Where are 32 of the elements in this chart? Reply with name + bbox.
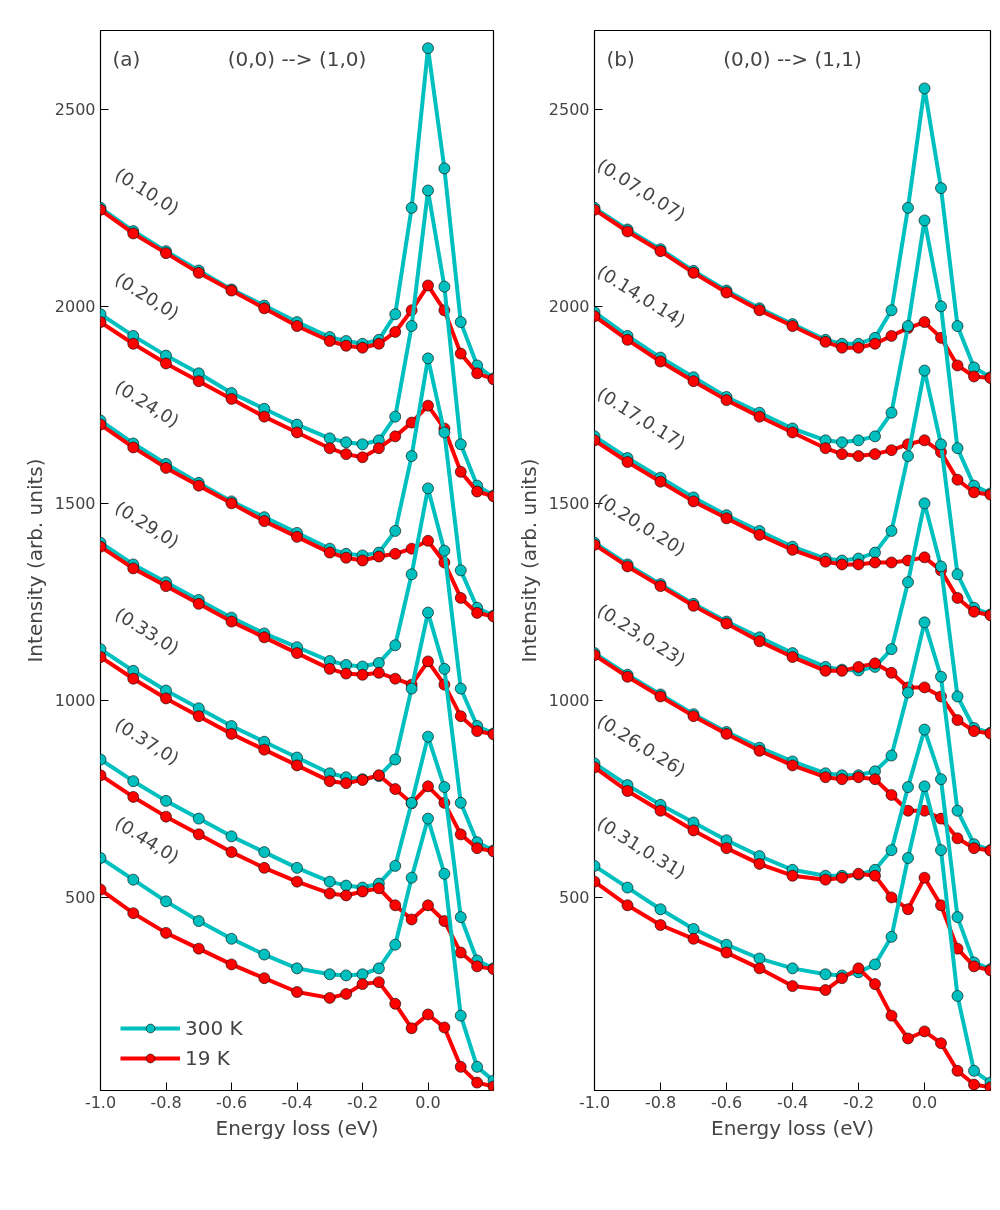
y-axis-title: Intensity (arb. units) — [22, 458, 47, 663]
y-tick-label: 1000 — [548, 691, 590, 711]
text: (0,0) --> (1,1) — [723, 46, 862, 71]
x-tick-label: -0.8 — [644, 1092, 677, 1112]
annotation: (a) — [112, 46, 141, 71]
y-tick-label: 1000 — [54, 691, 96, 711]
y-tick-label: 500 — [558, 888, 590, 908]
y-tick-label: 2500 — [548, 100, 590, 120]
x-tick-label: -1.0 — [578, 1092, 611, 1112]
y-axis-title: Intensity (arb. units) — [516, 458, 541, 663]
x-tick-label: -0.6 — [215, 1092, 248, 1112]
y-tick-label: 2000 — [54, 297, 96, 317]
text: (0,0) --> (1,0) — [227, 46, 367, 71]
x-tick-label: -0.4 — [776, 1092, 809, 1112]
y-tick-label: 1500 — [548, 494, 590, 514]
legend-label: 19 K — [185, 1046, 230, 1070]
y-tick-label: 1500 — [54, 494, 96, 514]
y-tick-label: 2500 — [54, 100, 96, 120]
annotation: (b) — [606, 46, 635, 71]
x-tick-label: -0.2 — [842, 1092, 875, 1112]
y-tick-label: 500 — [64, 888, 96, 908]
x-tick-label: -0.2 — [346, 1092, 379, 1112]
x-tick-label: -0.4 — [281, 1092, 313, 1112]
x-tick-label: 0.0 — [911, 1092, 938, 1112]
x-tick-label: 0.0 — [415, 1092, 441, 1112]
x-tick-label: -1.0 — [84, 1092, 117, 1112]
x-axis-title: Energy loss (eV) — [215, 1115, 379, 1140]
y-tick-label: 2000 — [548, 297, 590, 317]
legend-label: 300 K — [185, 1016, 243, 1040]
x-axis-title: Energy loss (eV) — [711, 1115, 874, 1140]
x-tick-label: -0.8 — [150, 1092, 182, 1112]
x-tick-label: -0.6 — [710, 1092, 743, 1112]
